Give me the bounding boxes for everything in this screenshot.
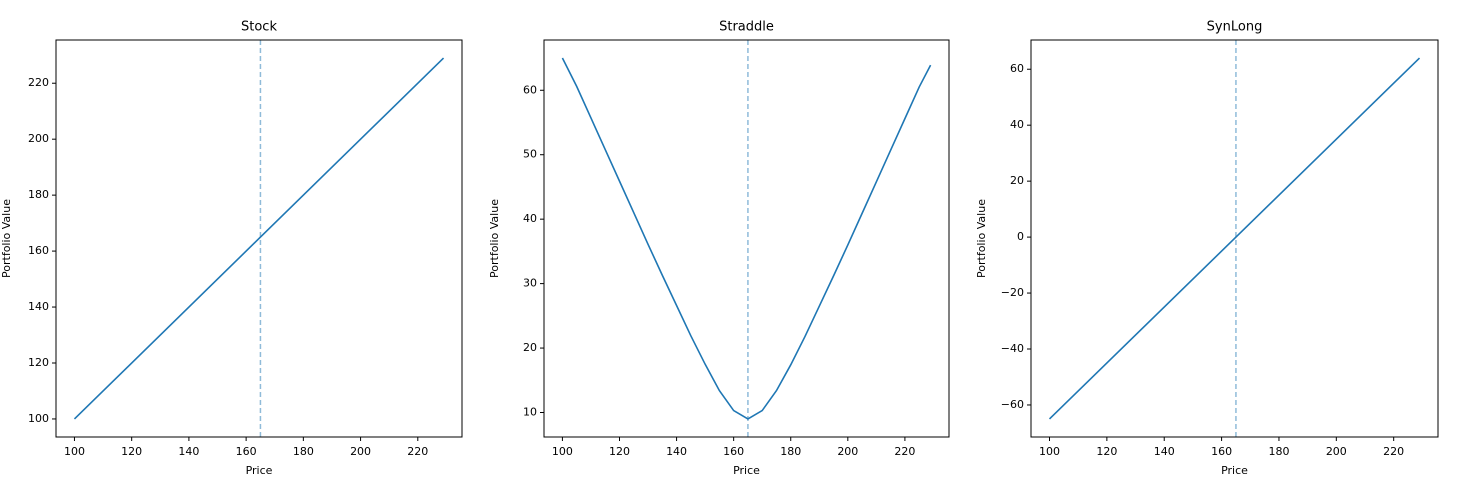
y-tick-label: 0	[1017, 230, 1024, 243]
y-axis-label: Portfolio Value	[0, 199, 13, 278]
y-tick-label: 180	[28, 188, 49, 201]
x-tick-label: 220	[1383, 445, 1404, 458]
x-axis-label: Price	[733, 464, 760, 477]
y-tick-label: 220	[28, 76, 49, 89]
data-line	[561, 57, 932, 420]
y-tick-label: 200	[28, 132, 49, 145]
x-tick-label: 100	[552, 445, 573, 458]
x-tick-label: 200	[837, 445, 858, 458]
data-line	[73, 57, 445, 420]
y-tick-label: 50	[523, 148, 537, 161]
x-tick-label: 100	[1039, 445, 1060, 458]
y-tick-label: −40	[1001, 342, 1024, 355]
x-tick-label: 160	[236, 445, 257, 458]
y-tick-label: 160	[28, 244, 49, 257]
chart-title: Straddle	[719, 20, 774, 35]
y-axis-label: Portfolio Value	[488, 199, 501, 278]
y-axis-label: Portfolio Value	[975, 199, 988, 278]
x-tick-label: 160	[723, 445, 744, 458]
x-tick-label: 120	[609, 445, 630, 458]
x-tick-label: 160	[1211, 445, 1232, 458]
y-tick-label: 140	[28, 300, 49, 313]
x-axis-label: Price	[1221, 464, 1248, 477]
y-tick-label: 30	[523, 277, 537, 290]
axes-frame	[55, 39, 463, 438]
chart-title: SynLong	[1207, 20, 1263, 35]
x-tick-label: 180	[1268, 445, 1289, 458]
x-tick-label: 200	[1326, 445, 1347, 458]
cropped-label: Price	[246, 0, 273, 3]
x-tick-label: 180	[780, 445, 801, 458]
axes-frame	[543, 39, 950, 438]
y-tick-label: 20	[523, 341, 537, 354]
y-tick-label: 20	[1010, 174, 1024, 187]
x-tick-label: 140	[666, 445, 687, 458]
y-tick-label: 40	[523, 212, 537, 225]
y-tick-label: 40	[1010, 118, 1024, 131]
cropped-label: Price	[733, 0, 760, 3]
data-line	[1048, 57, 1421, 420]
x-tick-label: 140	[1154, 445, 1175, 458]
x-tick-label: 180	[293, 445, 314, 458]
x-tick-label: 220	[407, 445, 428, 458]
x-axis-label: Price	[246, 464, 273, 477]
y-tick-label: −20	[1001, 286, 1024, 299]
chart-title: Stock	[241, 20, 277, 35]
x-tick-label: 200	[350, 445, 371, 458]
x-tick-label: 120	[1096, 445, 1117, 458]
axes-frame	[1030, 39, 1439, 438]
x-tick-label: 140	[178, 445, 199, 458]
x-tick-label: 220	[894, 445, 915, 458]
y-tick-label: 10	[523, 406, 537, 419]
y-tick-label: −60	[1001, 398, 1024, 411]
x-tick-label: 120	[121, 445, 142, 458]
y-tick-label: 120	[28, 356, 49, 369]
x-tick-label: 100	[64, 445, 85, 458]
cropped-label: Price	[1221, 0, 1248, 3]
y-tick-label: 60	[1010, 62, 1024, 75]
y-tick-label: 60	[523, 83, 537, 96]
y-tick-label: 100	[28, 412, 49, 425]
